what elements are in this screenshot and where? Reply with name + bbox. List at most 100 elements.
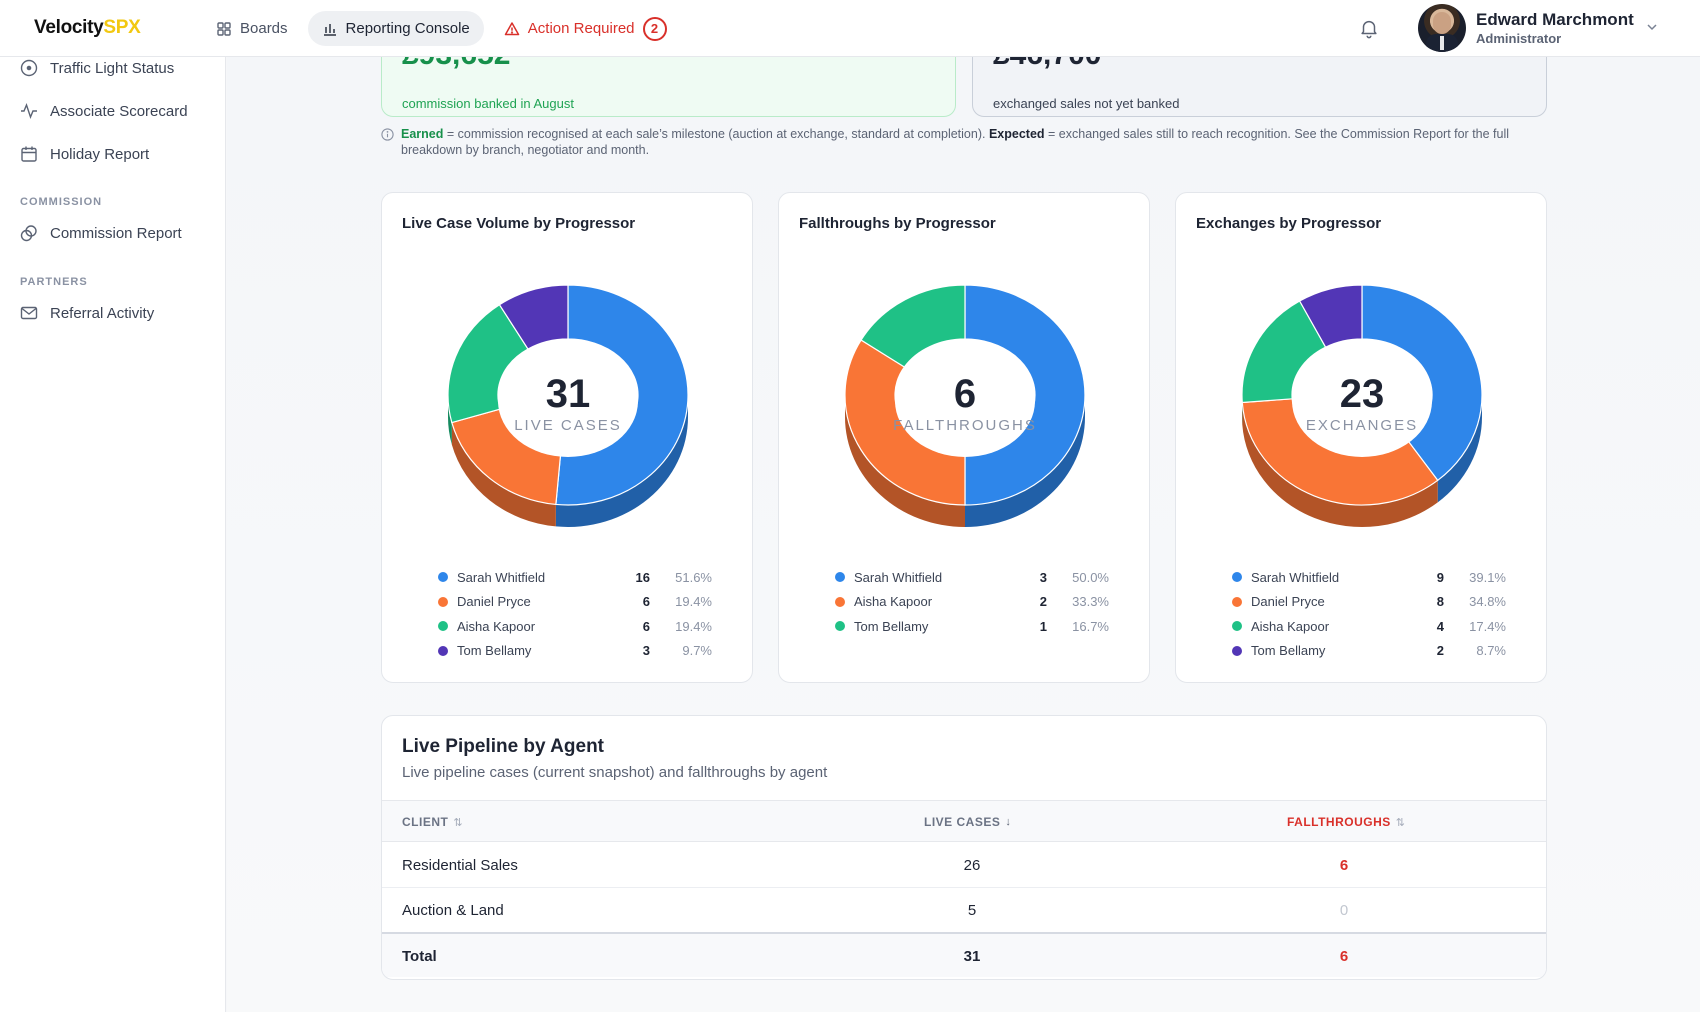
legend-name: Tom Bellamy [1251, 643, 1326, 659]
legend-item[interactable]: Aisha Kapoor 4 17.4% [1232, 614, 1506, 639]
cell-fallthroughs: 6 [1339, 857, 1349, 874]
coins-icon [20, 225, 37, 242]
sidebar-section-partners: PARTNERS [20, 276, 88, 288]
sidebar-item-referral-activity[interactable]: Referral Activity [20, 304, 154, 322]
sidebar-item-label: Holiday Report [50, 145, 150, 163]
column-header-label: LIVE CASES [924, 815, 1001, 829]
donut-slice-tom-bellamy[interactable] [498, 284, 569, 350]
chevron-down-icon[interactable] [1645, 20, 1659, 34]
cell-total-live: 31 [963, 948, 981, 965]
chart-card-exchanges: Exchanges by Progressor 23 EXCHANGES Sara… [1175, 192, 1547, 683]
table-row[interactable]: Residential Sales 26 6 [382, 843, 1546, 888]
nav-boards[interactable]: Boards [202, 11, 302, 46]
legend-swatch [438, 645, 448, 656]
donut-slice-tom-bellamy[interactable] [1298, 284, 1363, 348]
chart-title: Exchanges by Progressor [1196, 215, 1382, 232]
legend-item[interactable]: Tom Bellamy 3 9.7% [438, 639, 712, 664]
legend-item[interactable]: Tom Bellamy 1 16.7% [835, 614, 1109, 639]
kpi-expected-card: £46,700 exchanged sales not yet banked [972, 57, 1547, 117]
legend-item[interactable]: Sarah Whitfield 16 51.6% [438, 565, 712, 590]
donut-side-sarah-whitfield [555, 395, 688, 527]
legend-percent: 34.8% [1469, 594, 1506, 610]
sidebar-item-holiday-report[interactable]: Holiday Report [20, 145, 149, 163]
sidebar-item-associate-scorecard[interactable]: Associate Scorecard [20, 102, 188, 120]
donut-slice-tom-bellamy[interactable] [860, 284, 966, 368]
legend-percent: 50.0% [1072, 569, 1109, 585]
sidebar-section-commission: COMMISSION [20, 196, 103, 208]
legend-percent: 33.3% [1072, 594, 1109, 610]
donut-hole [895, 345, 1035, 457]
legend-swatch [835, 621, 845, 632]
legend-count: 6 [642, 618, 650, 634]
legend-count: 9 [1436, 569, 1444, 585]
kpi-earned-value: £93,652 [402, 57, 510, 72]
chart-legend: Sarah Whitfield 16 51.6% Daniel Pryce 6 19.4%… [438, 565, 712, 663]
kpi-expected-subtitle: exchanged sales not yet banked [993, 96, 1180, 111]
legend-swatch [1232, 645, 1242, 656]
target-icon [20, 59, 38, 77]
pipeline-title: Live Pipeline by Agent [402, 736, 605, 757]
legend-item[interactable]: Sarah Whitfield 3 50.0% [835, 565, 1109, 590]
donut-center-label: FALLTHROUGHS [893, 417, 1037, 434]
warning-icon [504, 21, 520, 35]
legend-item[interactable]: Sarah Whitfield 9 39.1% [1232, 565, 1506, 590]
legend-count: 6 [642, 594, 650, 610]
sidebar-item-traffic-light[interactable]: Traffic Light Status [20, 59, 174, 77]
column-header-label: FALLTHROUGHS [1287, 815, 1391, 829]
sort-icon: ⇅ [1395, 816, 1406, 829]
info-icon [381, 128, 394, 141]
legend-percent: 8.7% [1476, 643, 1506, 659]
donut-side-sarah-whitfield [1437, 395, 1482, 503]
cell-total-fall: 6 [1339, 948, 1349, 965]
legend-percent: 19.4% [675, 594, 712, 610]
nav-reporting-console[interactable]: Reporting Console [307, 11, 484, 46]
legend-item[interactable]: Aisha Kapoor 6 19.4% [438, 614, 712, 639]
legend-item[interactable]: Tom Bellamy 2 8.7% [1232, 639, 1506, 664]
legend-name: Sarah Whitfield [1251, 569, 1340, 585]
legend-swatch [438, 596, 448, 607]
legend-item[interactable]: Daniel Pryce 6 19.4% [438, 590, 712, 615]
legend-count: 2 [1039, 594, 1047, 610]
donut-side-aisha-kapoor [448, 395, 452, 445]
sidebar-item-commission-report[interactable]: Commission Report [20, 224, 182, 242]
legend-swatch [1232, 621, 1242, 632]
legend-count: 8 [1436, 594, 1444, 610]
donut-center-label: LIVE CASES [514, 417, 622, 434]
legend-name: Tom Bellamy [854, 618, 929, 634]
cell-total-label: Total [402, 948, 437, 965]
donut-hole [1292, 345, 1432, 457]
chart-legend: Sarah Whitfield 9 39.1% Daniel Pryce 8 34.8% A… [1232, 565, 1506, 663]
nav-action-required[interactable]: Action Required 2 [490, 11, 681, 46]
column-header-client[interactable]: CLIENT ⇅ [402, 815, 463, 829]
legend-swatch [835, 596, 845, 607]
legend-item[interactable]: Aisha Kapoor 2 33.3% [835, 590, 1109, 615]
legend-name: Daniel Pryce [457, 594, 531, 610]
column-header-fallthroughs[interactable]: FALLTHROUGHS ⇅ [1287, 815, 1406, 829]
legend-percent: 39.1% [1469, 569, 1506, 585]
legend-swatch [1232, 572, 1242, 583]
nav-action-label: Action Required [527, 20, 635, 37]
bell-icon[interactable] [1358, 17, 1380, 39]
pipeline-subtitle: Live pipeline cases (current snapshot) a… [402, 764, 828, 781]
logo-text-accent: SPX [103, 17, 141, 38]
bar-chart-icon [323, 23, 336, 36]
commission-note: Earned = commission recognised at each s… [381, 126, 1551, 158]
donut-center-value: 31 [546, 372, 591, 416]
sidebar: Traffic Light Status Associate Scorecard… [0, 57, 226, 1012]
table-total-row: Total 31 6 [382, 932, 1546, 977]
legend-item[interactable]: Daniel Pryce 8 34.8% [1232, 590, 1506, 615]
velocity-logo[interactable]: VelocitySPX [34, 17, 141, 39]
legend-swatch [438, 621, 448, 632]
table-row[interactable]: Auction & Land 5 0 [382, 888, 1546, 933]
legend-swatch [438, 572, 448, 583]
donut-slice-sarah-whitfield[interactable] [1361, 284, 1483, 482]
legend-count: 4 [1436, 618, 1444, 634]
main-nav: Boards Reporting Console Action Required… [202, 11, 681, 46]
column-header-live-cases[interactable]: LIVE CASES ↓ [924, 815, 1011, 829]
user-menu[interactable]: Edward Marchmont Administrator [1418, 4, 1634, 52]
donut-side-daniel-pryce [451, 422, 556, 527]
donut-center-label: EXCHANGES [1306, 417, 1418, 434]
donut-side-daniel-pryce [1242, 402, 1438, 527]
kpi-expected-value: £46,700 [993, 57, 1101, 72]
